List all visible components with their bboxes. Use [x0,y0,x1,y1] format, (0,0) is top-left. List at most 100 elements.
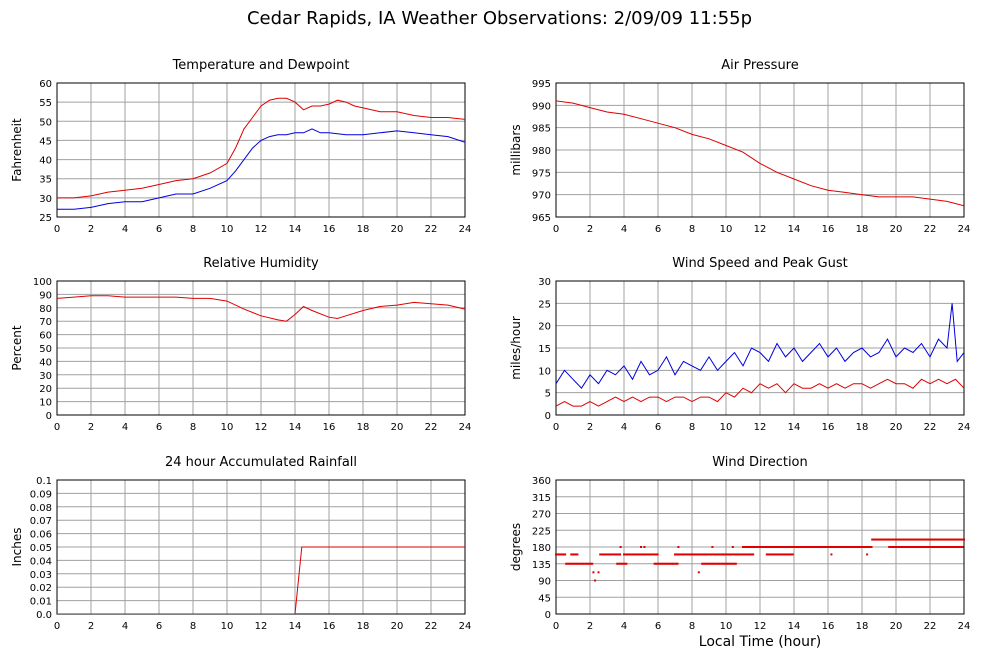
page-title: Cedar Rapids, IA Weather Observations: 2… [246,8,753,29]
chart-5-point [926,546,929,548]
chart-5-point [770,553,773,556]
chart-5-point [556,553,559,556]
chart-5-point [937,546,940,548]
chart-5-point [629,553,632,556]
chart-5-point [952,538,955,541]
chart-5-point [718,553,721,556]
chart-5-point [963,538,965,541]
chart-2-xtick-label: 24 [459,422,472,433]
chart-0-series-blue-line [57,128,465,210]
chart-4-ytick-label: 0.03 [30,570,52,581]
chart-5-point [673,562,676,565]
chart-5-point [906,546,909,548]
chart-5-point [958,546,961,548]
chart-1-ytick-label: 985 [532,124,551,135]
chart-5-point [859,546,862,548]
chart-5-point [927,546,930,548]
chart-5-point [639,553,642,556]
chart-5-point [599,553,602,556]
chart-5-point [711,562,714,565]
chart-5-point [827,546,830,548]
chart-5-point [905,546,908,548]
chart-5-point [894,538,897,541]
chart-5-point [842,546,845,548]
chart-5-point [800,546,803,548]
chart-5-point [713,562,716,565]
chart-3-xtick-label: 12 [754,422,767,433]
chart-5-point [924,546,927,548]
chart-5-point [612,553,615,556]
chart-5-point [677,553,680,556]
chart-5-point [731,562,734,565]
chart-5-point [773,553,776,556]
chart-5-point [889,546,892,548]
chart-5-point [633,553,636,556]
chart-5-xtick-label: 12 [754,621,767,632]
chart-5-point [721,562,724,565]
chart-5-point [755,546,758,548]
chart-5-point [917,538,920,541]
chart-1-xtick-label: 18 [856,224,869,235]
chart-3-xtick-label: 24 [958,422,971,433]
chart-5-point [656,562,659,565]
chart-5-point [956,538,959,541]
chart-5-point [830,553,833,556]
chart-5-xtick-label: 10 [720,621,733,632]
chart-1-xtick-label: 16 [822,224,835,235]
chart-0-ytick-label: 60 [39,79,52,90]
chart-5-point [865,546,868,548]
chart-4-xtick-label: 10 [221,621,234,632]
chart-5-point [626,553,629,556]
chart-5-point [855,546,858,548]
chart-5-point [941,538,944,541]
chart-5-ytick-label: 135 [532,560,551,571]
chart-5-point [961,538,964,541]
chart-4-ytick-label: 0.04 [30,556,52,567]
chart-5-point [564,553,567,556]
chart-2-title: Relative Humidity [203,256,319,271]
chart-5-point [932,538,935,541]
chart-5-point [891,538,894,541]
chart-5-point [706,553,709,556]
chart-5-point [935,546,938,548]
chart-5-point [665,562,668,565]
chart-5-point [635,553,638,556]
chart-5-point [815,546,818,548]
chart-0-xtick-label: 2 [88,224,94,235]
chart-5-point [709,553,712,556]
chart-5-point [795,546,798,548]
chart-5-point [868,546,871,548]
chart-5-point [640,546,642,548]
chart-1-frame [555,82,965,218]
chart-5-point [858,546,861,548]
chart-3-frame [555,280,965,416]
chart-5-point [938,538,941,541]
chart-5-xtick-label: 0 [553,621,559,632]
chart-2-frame [56,280,466,416]
chart-5-xtick-label: 22 [924,621,937,632]
chart-0-series-red-line [57,97,465,199]
chart-5-point [918,546,921,548]
chart-5-point [652,553,655,556]
chart-5-xtick-label: 14 [788,621,801,632]
chart-5-point [943,546,946,548]
chart-5-xtick-label: 18 [856,621,869,632]
chart-5-title: Wind Direction [712,455,808,470]
chart-5-point [821,546,824,548]
chart-5-point [582,562,585,565]
chart-5-point [745,546,748,548]
chart-3-xtick-label: 2 [587,422,593,433]
chart-0-frame [56,82,466,218]
chart-5-point [798,546,801,548]
chart-5-point [730,553,733,556]
chart-5-point [852,546,855,548]
chart-0-ytick-label: 25 [39,213,52,224]
chart-5-xtick-label: 20 [890,621,903,632]
chart-5-point [953,538,956,541]
chart-0-xtick-label: 18 [357,224,370,235]
chart-3-xtick-label: 0 [553,422,559,433]
chart-5-point [898,546,901,548]
chart-4-ytick-label: 0.01 [30,597,52,608]
chart-5-point [738,553,741,556]
